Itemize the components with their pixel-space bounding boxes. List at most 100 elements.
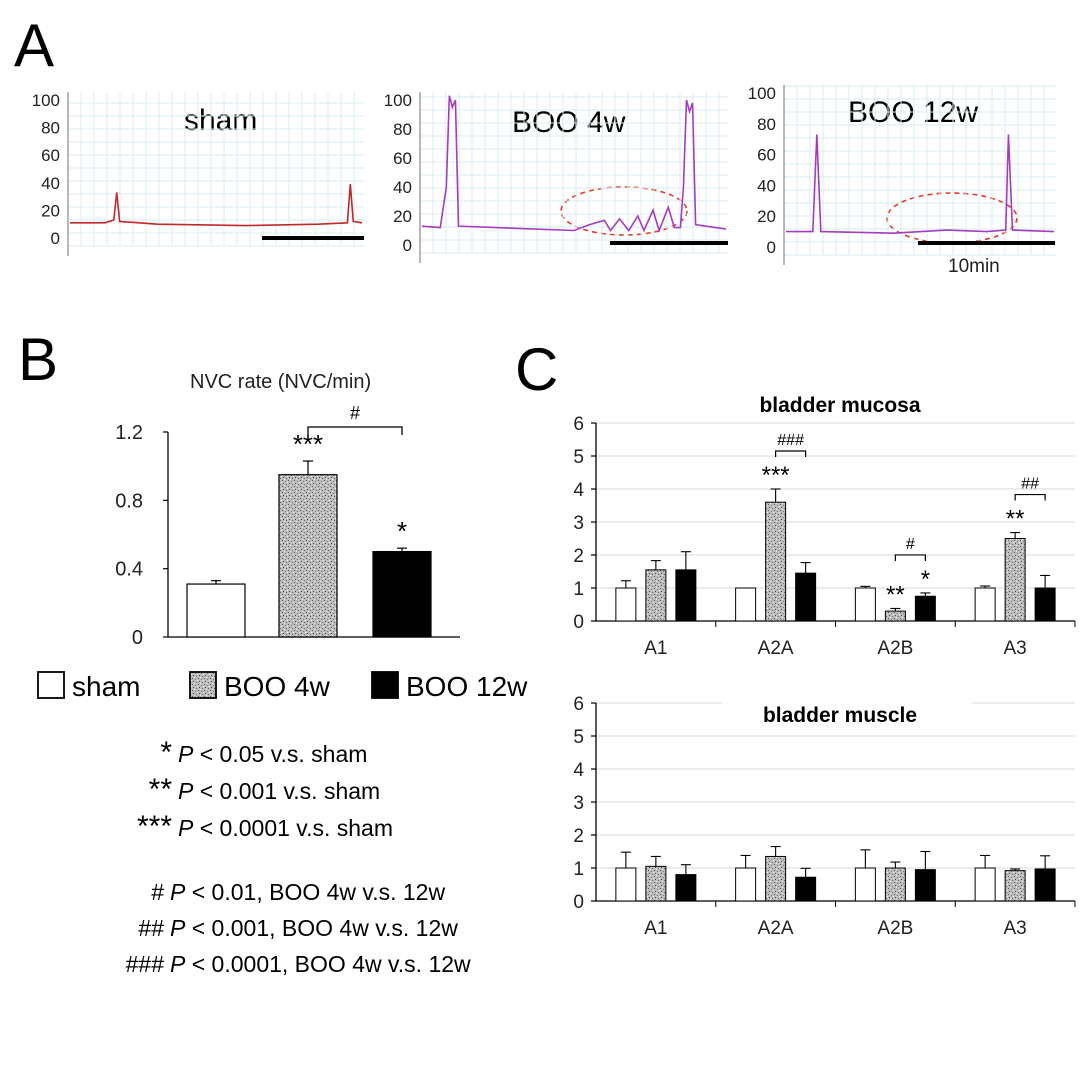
- nvc-rate-chart: NVC rate (NVC/min) 00.40.81.2 ****#: [115, 371, 460, 649]
- y-tick-label: 6: [573, 414, 584, 435]
- y-tick-label: 5: [573, 727, 584, 748]
- y-tick-label: 0: [573, 612, 584, 633]
- bar: [615, 587, 637, 622]
- x-tick-label: A3: [1004, 638, 1027, 659]
- y-tick-label: 2: [573, 826, 584, 847]
- y-tick-label: 100: [384, 91, 412, 110]
- bar: [765, 501, 787, 622]
- y-tick-label: 40: [757, 176, 776, 195]
- comparison-label: #: [906, 536, 915, 553]
- scale-bar-label: 10min: [948, 256, 1000, 277]
- x-tick-label: A3: [1004, 918, 1027, 939]
- y-tick-label: 3: [573, 793, 584, 814]
- trace-line: [70, 184, 363, 227]
- chart-title: bladder muscle: [763, 704, 917, 727]
- bar: [675, 874, 697, 902]
- legend-swatch: [189, 671, 217, 699]
- y-tick-label: 4: [573, 760, 584, 781]
- y-tick-label: 6: [573, 694, 584, 715]
- bar: [675, 569, 697, 622]
- note-symbol: ###: [126, 951, 165, 977]
- bar: [735, 867, 757, 902]
- comparison-label: #: [350, 403, 360, 423]
- note-text: P < 0.05 v.s. sham: [178, 741, 367, 767]
- significance-label: ***: [762, 462, 790, 489]
- bar: [914, 595, 936, 622]
- title-backdrop: [722, 696, 972, 730]
- y-tick-label: 0: [132, 627, 143, 649]
- y-tick-label: 2: [573, 546, 584, 567]
- y-tick-label: 20: [393, 207, 412, 226]
- x-tick-label: A1: [644, 638, 667, 659]
- y-tick-label: 40: [393, 178, 412, 197]
- comparison-bracket: [1014, 493, 1046, 501]
- comparison-label: ##: [1021, 476, 1039, 493]
- y-tick-label: 80: [757, 115, 776, 134]
- panel-label-a: A: [14, 12, 54, 79]
- y-tick-label: 1: [573, 579, 584, 600]
- bar: [795, 572, 817, 622]
- muscle-chart: 0 1 2 3 4 5 6 bladder muscle A1 A2A A2B A3: [573, 694, 1076, 939]
- legend-swatch: [371, 671, 399, 699]
- significance-label: *: [921, 566, 930, 593]
- bar: [854, 867, 876, 902]
- bar: [854, 587, 876, 622]
- y-tick-label: 0: [51, 229, 60, 248]
- panel-label-c: C: [515, 336, 558, 403]
- comparison-label: ###: [777, 432, 804, 449]
- trace-title: sham: [184, 104, 257, 137]
- note-symbol: ***: [137, 810, 172, 843]
- bar: [765, 855, 787, 902]
- y-tick-label: 1: [573, 859, 584, 880]
- y-tick-label: 0: [767, 238, 776, 257]
- y-tick-label: 1.2: [115, 422, 143, 444]
- title-backdrop: [722, 386, 972, 420]
- highlight-ellipse: [886, 192, 1018, 244]
- chart-title: NVC rate (NVC/min): [190, 371, 371, 393]
- y-tick-label: 60: [757, 146, 776, 165]
- comparison-bracket: [307, 426, 403, 435]
- bar: [1034, 868, 1056, 902]
- legend-label: BOO 4w: [224, 671, 331, 702]
- x-tick-label: A2B: [877, 918, 913, 939]
- comparison-bracket: [894, 554, 926, 561]
- y-tick-label: 20: [41, 201, 60, 220]
- y-tick-label: 0.4: [115, 559, 143, 581]
- legend-label: sham: [72, 671, 140, 702]
- bar: [974, 587, 996, 622]
- trace-line: [421, 95, 727, 233]
- x-tick-label: A2A: [758, 638, 794, 659]
- note-symbol: **: [149, 773, 173, 806]
- bar: [974, 867, 996, 902]
- y-tick-label: 5: [573, 447, 584, 468]
- bar: [1004, 870, 1026, 902]
- note-text: P < 0.001, BOO 4w v.s. 12w: [170, 915, 458, 941]
- bar: [735, 587, 757, 622]
- significance-label: *: [397, 516, 407, 546]
- y-tick-label: 100: [748, 84, 776, 103]
- x-tick-label: A2B: [877, 638, 913, 659]
- note-text: P < 0.01, BOO 4w v.s. 12w: [170, 879, 445, 905]
- bar: [1034, 587, 1056, 622]
- y-tick-label: 0: [403, 236, 412, 255]
- y-tick-label: 100: [32, 91, 60, 110]
- x-tick-label: A1: [644, 918, 667, 939]
- comparison-bracket: [775, 450, 807, 457]
- note-text: P < 0.001 v.s. sham: [178, 778, 380, 804]
- trace-line: [786, 134, 1055, 234]
- y-tick-label: 60: [393, 149, 412, 168]
- highlight-ellipse: [560, 186, 688, 236]
- y-tick-label: 0: [573, 892, 584, 913]
- bar: [914, 869, 936, 902]
- y-tick-label: 80: [393, 120, 412, 139]
- bar: [615, 867, 637, 902]
- bar: [372, 550, 432, 638]
- significance-notes: * P < 0.05 v.s. sham** P < 0.001 v.s. sham…: [126, 736, 471, 977]
- x-tick-label: A2A: [758, 918, 794, 939]
- y-tick-label: 4: [573, 480, 584, 501]
- note-symbol: ##: [138, 915, 164, 941]
